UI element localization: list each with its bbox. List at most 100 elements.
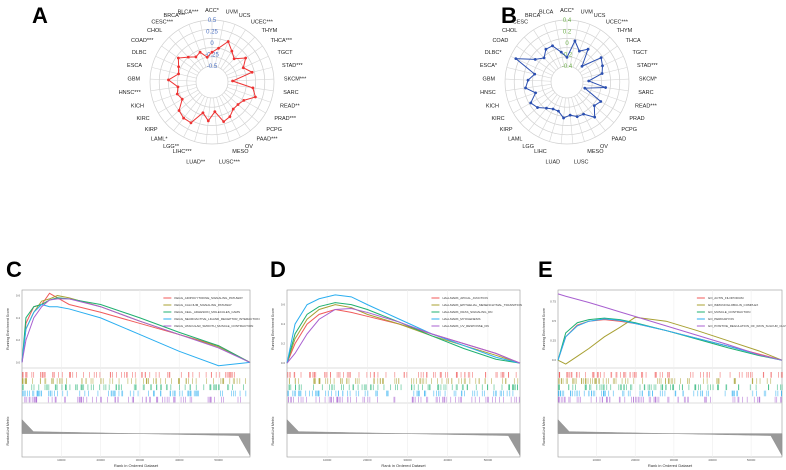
gene-hit-mark xyxy=(665,384,667,391)
radar-point xyxy=(557,109,560,113)
gene-hit-mark xyxy=(411,378,412,384)
y-axis-label-metric: Ranked List Metric xyxy=(6,416,10,445)
radar-point xyxy=(217,46,220,50)
gene-hit-mark xyxy=(395,384,396,391)
gene-hit-mark xyxy=(196,390,197,397)
radar-category-label: UVM xyxy=(226,9,239,15)
gene-hit-mark xyxy=(397,384,398,391)
es-curve xyxy=(557,317,783,361)
gene-hit-mark xyxy=(100,396,101,403)
radar-category-label: LAML* xyxy=(151,137,168,143)
y-tick-label: 0.6 xyxy=(281,303,286,307)
y-tick-label: 0.4 xyxy=(16,316,21,320)
gene-hit-mark xyxy=(96,372,97,378)
gene-hit-mark xyxy=(294,378,296,384)
panel-label-e: E xyxy=(538,257,553,282)
gene-hit-mark xyxy=(331,384,333,391)
gene-hit-mark xyxy=(394,378,396,384)
gene-hit-mark xyxy=(583,390,585,397)
gene-hit-mark xyxy=(189,384,191,391)
gene-hit-mark xyxy=(620,384,621,391)
gene-hit-mark xyxy=(591,390,592,397)
gene-hit-mark xyxy=(710,396,711,403)
gene-hit-mark xyxy=(358,378,360,384)
gene-hit-mark xyxy=(592,372,594,378)
gene-hit-mark xyxy=(346,378,347,384)
gene-hit-mark xyxy=(243,384,244,391)
gene-hit-mark xyxy=(763,390,765,397)
gene-hit-mark xyxy=(710,384,711,391)
gene-hit-mark xyxy=(213,384,215,391)
gene-hit-mark xyxy=(393,396,395,403)
gene-hit-mark xyxy=(502,372,503,378)
gene-hit-mark xyxy=(665,378,666,384)
gene-hit-mark xyxy=(729,372,731,378)
gene-hit-mark xyxy=(240,396,241,403)
gene-hit-mark xyxy=(348,372,350,378)
gene-hit-mark xyxy=(133,390,135,397)
gene-hit-mark xyxy=(632,372,634,378)
radar-category-label: UCS xyxy=(594,13,606,19)
y-tick-label: 0.2 xyxy=(16,338,21,342)
gene-hit-mark xyxy=(34,396,35,403)
gene-hit-mark xyxy=(222,378,224,384)
gene-hit-mark xyxy=(367,390,369,397)
gene-hit-mark xyxy=(167,372,169,378)
gene-hit-mark xyxy=(564,396,565,403)
gene-hit-mark xyxy=(190,390,191,397)
gene-hit-mark xyxy=(602,378,604,384)
gene-hit-mark xyxy=(311,390,313,397)
gene-hit-mark xyxy=(377,396,378,403)
gene-hit-mark xyxy=(135,384,136,391)
gene-hit-mark xyxy=(333,396,334,403)
radar-point xyxy=(210,50,214,54)
radar-point xyxy=(533,57,537,61)
radar-category-label: UCEC*** xyxy=(606,19,629,25)
radar-category-label: LIHC xyxy=(534,149,547,155)
gene-hit-mark xyxy=(458,396,460,403)
gene-hit-mark xyxy=(474,396,476,403)
gene-hit-mark xyxy=(485,372,486,378)
gene-hit-mark xyxy=(703,378,704,384)
gene-hit-mark xyxy=(703,372,704,378)
gene-hit-mark xyxy=(687,396,689,403)
radar-category-label: OV xyxy=(245,144,253,150)
gene-hit-mark xyxy=(687,396,689,403)
gene-hit-mark xyxy=(385,372,387,378)
legend-label: GO_PERIKARYON xyxy=(708,317,734,321)
gene-hit-mark xyxy=(54,390,55,397)
gene-hit-mark xyxy=(565,378,567,384)
gene-hit-mark xyxy=(461,378,462,384)
gene-hit-mark xyxy=(638,396,639,403)
gene-hit-mark xyxy=(596,378,597,384)
radar-spoke xyxy=(161,45,200,73)
gene-hit-mark xyxy=(153,378,154,384)
gene-hit-mark xyxy=(492,396,493,403)
gene-hit-mark xyxy=(741,372,743,378)
radar-point xyxy=(536,106,539,109)
gene-hit-mark xyxy=(592,390,594,397)
radar-point xyxy=(604,86,608,89)
radar-category-label: PRAD*** xyxy=(274,116,297,122)
radar-spoke xyxy=(508,86,552,103)
gene-hit-mark xyxy=(76,372,77,378)
gene-hit-mark xyxy=(718,384,719,391)
radar-point xyxy=(526,78,530,82)
gene-hit-mark xyxy=(358,390,360,397)
gene-hit-mark xyxy=(585,372,586,378)
gene-hit-mark xyxy=(192,378,193,384)
gene-hit-mark xyxy=(114,390,116,397)
gene-hit-mark xyxy=(313,378,315,384)
radar-point xyxy=(177,72,180,76)
gene-hit-mark xyxy=(615,372,617,378)
gene-hit-mark xyxy=(43,372,45,378)
radar-series-line xyxy=(514,39,606,119)
gene-hit-mark xyxy=(578,390,580,397)
gene-hit-mark xyxy=(572,384,574,391)
radar-spoke xyxy=(173,94,203,131)
gene-hit-mark xyxy=(156,396,157,403)
radar-point xyxy=(176,56,180,60)
gene-hit-mark xyxy=(509,390,511,397)
radar-point xyxy=(599,56,603,60)
radar-spoke xyxy=(164,92,201,123)
